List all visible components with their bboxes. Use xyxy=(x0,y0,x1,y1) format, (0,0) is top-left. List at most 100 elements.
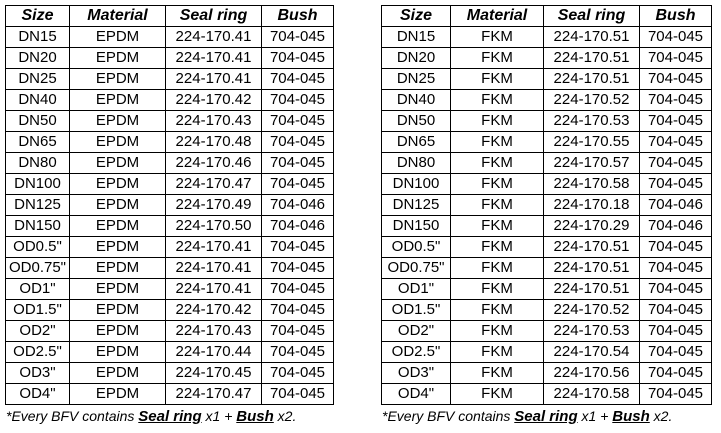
table-row: DN150 FKM 224-170.29 704-046 xyxy=(381,215,712,237)
cell-bush: 704-046 xyxy=(639,215,712,237)
cell-seal-ring: 224-170.55 xyxy=(543,131,640,153)
cell-bush: 704-045 xyxy=(639,26,712,48)
cell-material: FKM xyxy=(450,278,544,300)
cell-seal-ring: 224-170.54 xyxy=(543,341,640,363)
cell-size: DN80 xyxy=(381,152,451,174)
table-row: OD0.5" FKM 224-170.51 704-045 xyxy=(381,236,712,258)
table-row: DN80 EPDM 224-170.46 704-045 xyxy=(5,152,334,174)
cell-bush: 704-045 xyxy=(261,299,334,321)
cell-bush: 704-045 xyxy=(261,152,334,174)
cell-material: EPDM xyxy=(69,320,166,342)
cell-seal-ring: 224-170.51 xyxy=(543,257,640,279)
cell-bush: 704-045 xyxy=(639,299,712,321)
cell-size: OD4" xyxy=(5,383,70,405)
footnote: *Every BFV contains Seal ring x1 + Bush … xyxy=(6,405,334,428)
cell-seal-ring: 224-170.41 xyxy=(165,47,262,69)
cell-size: DN125 xyxy=(5,194,70,216)
cell-material: EPDM xyxy=(69,278,166,300)
cell-material: EPDM xyxy=(69,194,166,216)
header-size: Size xyxy=(5,5,70,27)
header-material: Material xyxy=(450,5,544,27)
cell-seal-ring: 224-170.52 xyxy=(543,89,640,111)
table-row: OD3" FKM 224-170.56 704-045 xyxy=(381,362,712,384)
cell-size: OD2.5" xyxy=(381,341,451,363)
cell-material: EPDM xyxy=(69,362,166,384)
note-prefix: *Every BFV contains xyxy=(382,408,515,424)
cell-material: EPDM xyxy=(69,299,166,321)
cell-seal-ring: 224-170.42 xyxy=(165,299,262,321)
table-row: OD1.5" EPDM 224-170.42 704-045 xyxy=(5,299,334,321)
header-size: Size xyxy=(381,5,451,27)
table-row: DN50 EPDM 224-170.43 704-045 xyxy=(5,110,334,132)
cell-material: FKM xyxy=(450,173,544,195)
cell-size: DN100 xyxy=(381,173,451,195)
cell-material: EPDM xyxy=(69,215,166,237)
cell-seal-ring: 224-170.41 xyxy=(165,278,262,300)
cell-material: EPDM xyxy=(69,89,166,111)
cell-material: FKM xyxy=(450,257,544,279)
cell-material: FKM xyxy=(450,320,544,342)
cell-bush: 704-045 xyxy=(639,152,712,174)
cell-material: FKM xyxy=(450,68,544,90)
cell-seal-ring: 224-170.51 xyxy=(543,278,640,300)
cell-material: FKM xyxy=(450,362,544,384)
note-qty-1: x1 + xyxy=(577,408,613,424)
cell-material: FKM xyxy=(450,236,544,258)
cell-bush: 704-045 xyxy=(639,89,712,111)
cell-seal-ring: 224-170.57 xyxy=(543,152,640,174)
note-item-bush: Bush xyxy=(236,408,274,425)
header-seal-ring: Seal ring xyxy=(165,5,262,27)
cell-size: OD1" xyxy=(381,278,451,300)
cell-size: DN25 xyxy=(5,68,70,90)
cell-seal-ring: 224-170.56 xyxy=(543,362,640,384)
cell-size: DN125 xyxy=(381,194,451,216)
cell-bush: 704-045 xyxy=(639,257,712,279)
cell-size: OD0.75" xyxy=(5,257,70,279)
cell-bush: 704-045 xyxy=(261,341,334,363)
table-row: DN15 EPDM 224-170.41 704-045 xyxy=(5,26,334,48)
cell-seal-ring: 224-170.41 xyxy=(165,26,262,48)
cell-seal-ring: 224-170.51 xyxy=(543,236,640,258)
cell-size: OD3" xyxy=(381,362,451,384)
cell-size: DN20 xyxy=(5,47,70,69)
cell-bush: 704-046 xyxy=(639,194,712,216)
note-item-bush: Bush xyxy=(612,408,650,425)
cell-seal-ring: 224-170.53 xyxy=(543,110,640,132)
table-row: DN65 EPDM 224-170.48 704-045 xyxy=(5,131,334,153)
epdm-spec-table: Size Material Seal ring Bush DN15 EPDM 224… xyxy=(5,5,334,405)
cell-material: EPDM xyxy=(69,257,166,279)
cell-size: OD0.75" xyxy=(381,257,451,279)
fkm-block: Size Material Seal ring Bush DN15 FKM 224-… xyxy=(381,5,712,428)
cell-material: FKM xyxy=(450,194,544,216)
cell-size: OD1" xyxy=(5,278,70,300)
header-material: Material xyxy=(69,5,166,27)
cell-seal-ring: 224-170.48 xyxy=(165,131,262,153)
note-prefix: *Every BFV contains xyxy=(6,408,139,424)
note-item-seal-ring: Seal ring xyxy=(138,408,202,425)
header-bush: Bush xyxy=(639,5,712,27)
cell-size: DN40 xyxy=(381,89,451,111)
table-row: DN25 FKM 224-170.51 704-045 xyxy=(381,68,712,90)
cell-bush: 704-045 xyxy=(639,320,712,342)
cell-bush: 704-045 xyxy=(639,68,712,90)
cell-seal-ring: 224-170.58 xyxy=(543,383,640,405)
cell-material: FKM xyxy=(450,299,544,321)
cell-size: DN25 xyxy=(381,68,451,90)
cell-bush: 704-045 xyxy=(261,278,334,300)
table-row: DN20 FKM 224-170.51 704-045 xyxy=(381,47,712,69)
cell-bush: 704-045 xyxy=(261,47,334,69)
cell-bush: 704-045 xyxy=(261,26,334,48)
header-bush: Bush xyxy=(261,5,334,27)
table-row: DN40 EPDM 224-170.42 704-045 xyxy=(5,89,334,111)
cell-bush: 704-045 xyxy=(261,257,334,279)
table-row: DN100 EPDM 224-170.47 704-045 xyxy=(5,173,334,195)
cell-material: EPDM xyxy=(69,68,166,90)
cell-bush: 704-045 xyxy=(261,236,334,258)
cell-size: DN100 xyxy=(5,173,70,195)
cell-seal-ring: 224-170.51 xyxy=(543,68,640,90)
cell-material: EPDM xyxy=(69,236,166,258)
cell-bush: 704-045 xyxy=(639,173,712,195)
cell-material: FKM xyxy=(450,47,544,69)
cell-seal-ring: 224-170.29 xyxy=(543,215,640,237)
cell-material: EPDM xyxy=(69,383,166,405)
